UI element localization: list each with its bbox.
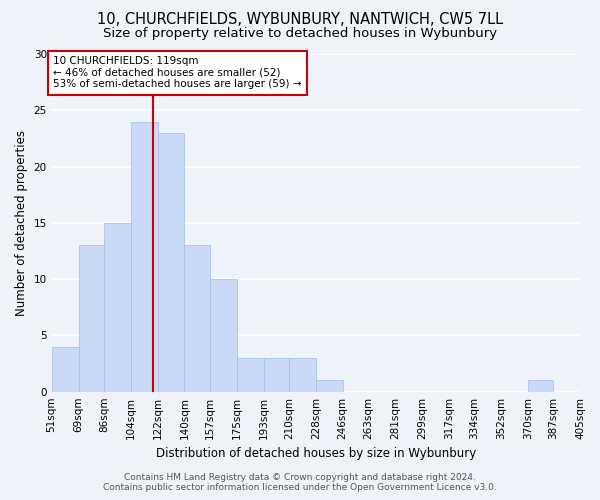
Bar: [79, 246, 104, 392]
Text: Contains HM Land Registry data © Crown copyright and database right 2024.
Contai: Contains HM Land Registry data © Crown c…: [103, 473, 497, 492]
Bar: [263, 358, 289, 392]
Bar: [131, 122, 158, 392]
Bar: [104, 223, 131, 392]
Y-axis label: Number of detached properties: Number of detached properties: [15, 130, 28, 316]
Bar: [210, 279, 237, 392]
Bar: [158, 133, 184, 392]
Bar: [289, 358, 316, 392]
X-axis label: Distribution of detached houses by size in Wybunbury: Distribution of detached houses by size …: [156, 447, 476, 460]
Bar: [528, 380, 553, 392]
Text: 10 CHURCHFIELDS: 119sqm
← 46% of detached houses are smaller (52)
53% of semi-de: 10 CHURCHFIELDS: 119sqm ← 46% of detache…: [53, 56, 302, 90]
Text: 10, CHURCHFIELDS, WYBUNBURY, NANTWICH, CW5 7LL: 10, CHURCHFIELDS, WYBUNBURY, NANTWICH, C…: [97, 12, 503, 28]
Bar: [316, 380, 343, 392]
Bar: [52, 346, 79, 392]
Bar: [184, 246, 210, 392]
Text: Size of property relative to detached houses in Wybunbury: Size of property relative to detached ho…: [103, 28, 497, 40]
Bar: [237, 358, 263, 392]
